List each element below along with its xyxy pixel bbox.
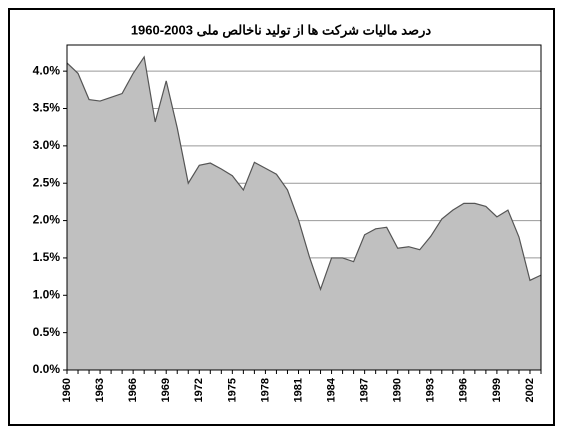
x-tick-label: 1999 [491,378,503,402]
area-fill [67,56,541,371]
chart-title: درصد مالیات شرکت ها از تولید ناخالص ملی … [131,22,432,38]
plot-border [66,44,542,371]
x-tick-label: 1984 [325,377,337,402]
y-tick-label: 0.0% [33,362,61,376]
x-tick-label: 1963 [94,378,106,402]
x-tick-label: 1996 [458,378,470,402]
y-tick-label: 2.0% [33,213,61,227]
x-tick-label: 1972 [193,378,205,402]
area-line [66,55,542,292]
x-tick-label: 1993 [425,378,437,402]
x-tick-label: 1978 [259,378,271,402]
y-tick-label: 1.5% [33,250,61,264]
x-tick-label: 1987 [359,378,371,402]
x-tick-label: 1969 [160,378,172,402]
y-tick-label: 4.0% [33,63,61,77]
y-tick-label: 3.0% [33,138,61,152]
x-tick-label: 1990 [392,378,404,402]
y-tick-label: 2.5% [33,175,61,189]
x-tick-label: 1960 [61,378,73,402]
y-tick-label: 1.0% [33,287,61,301]
y-tick-label: 3.5% [33,101,61,115]
x-tick-label: 2002 [524,378,536,402]
x-tick-label: 1966 [127,378,139,402]
x-tick-label: 1981 [292,378,304,402]
y-tick-label: 0.5% [33,325,61,339]
x-tick-label: 1975 [226,378,238,402]
